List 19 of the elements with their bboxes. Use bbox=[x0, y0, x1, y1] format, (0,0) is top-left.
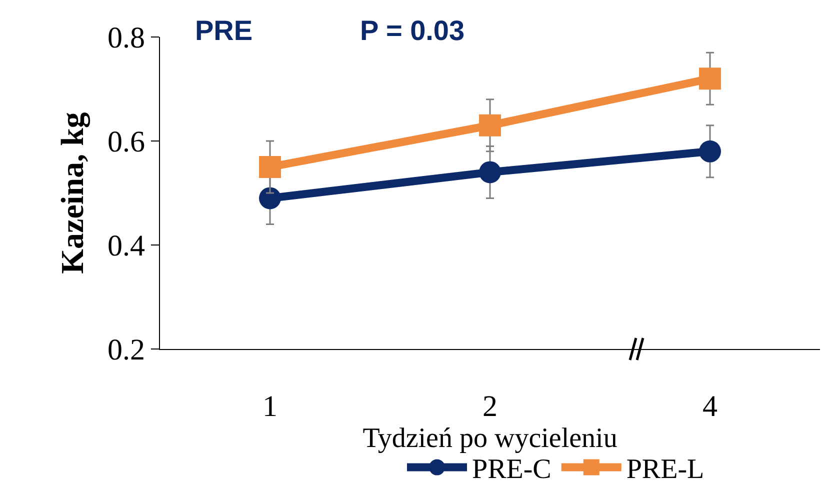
x-tick-label: 1 bbox=[262, 390, 278, 423]
annotation: P = 0.03 bbox=[360, 15, 465, 46]
y-axis-title: Kazeina, kg bbox=[54, 112, 91, 274]
y-tick-label: 0.8 bbox=[108, 22, 145, 54]
point bbox=[699, 140, 721, 162]
x-axis-title: Tydzień po wycieleniu bbox=[362, 423, 618, 454]
x-tick-label: 4 bbox=[702, 390, 718, 423]
y-tick-label: 0.4 bbox=[108, 230, 145, 262]
legend-label: PRE-L bbox=[626, 454, 704, 486]
point bbox=[259, 156, 281, 178]
legend-label: PRE-C bbox=[472, 454, 552, 486]
x-tick-label: 2 bbox=[482, 390, 498, 423]
y-tick-label: 0.2 bbox=[108, 334, 145, 366]
y-tick-label: 0.6 bbox=[108, 126, 145, 158]
annotation: PRE bbox=[195, 15, 253, 46]
point bbox=[259, 187, 281, 210]
point bbox=[479, 161, 501, 184]
point bbox=[699, 68, 721, 90]
point bbox=[479, 114, 501, 136]
